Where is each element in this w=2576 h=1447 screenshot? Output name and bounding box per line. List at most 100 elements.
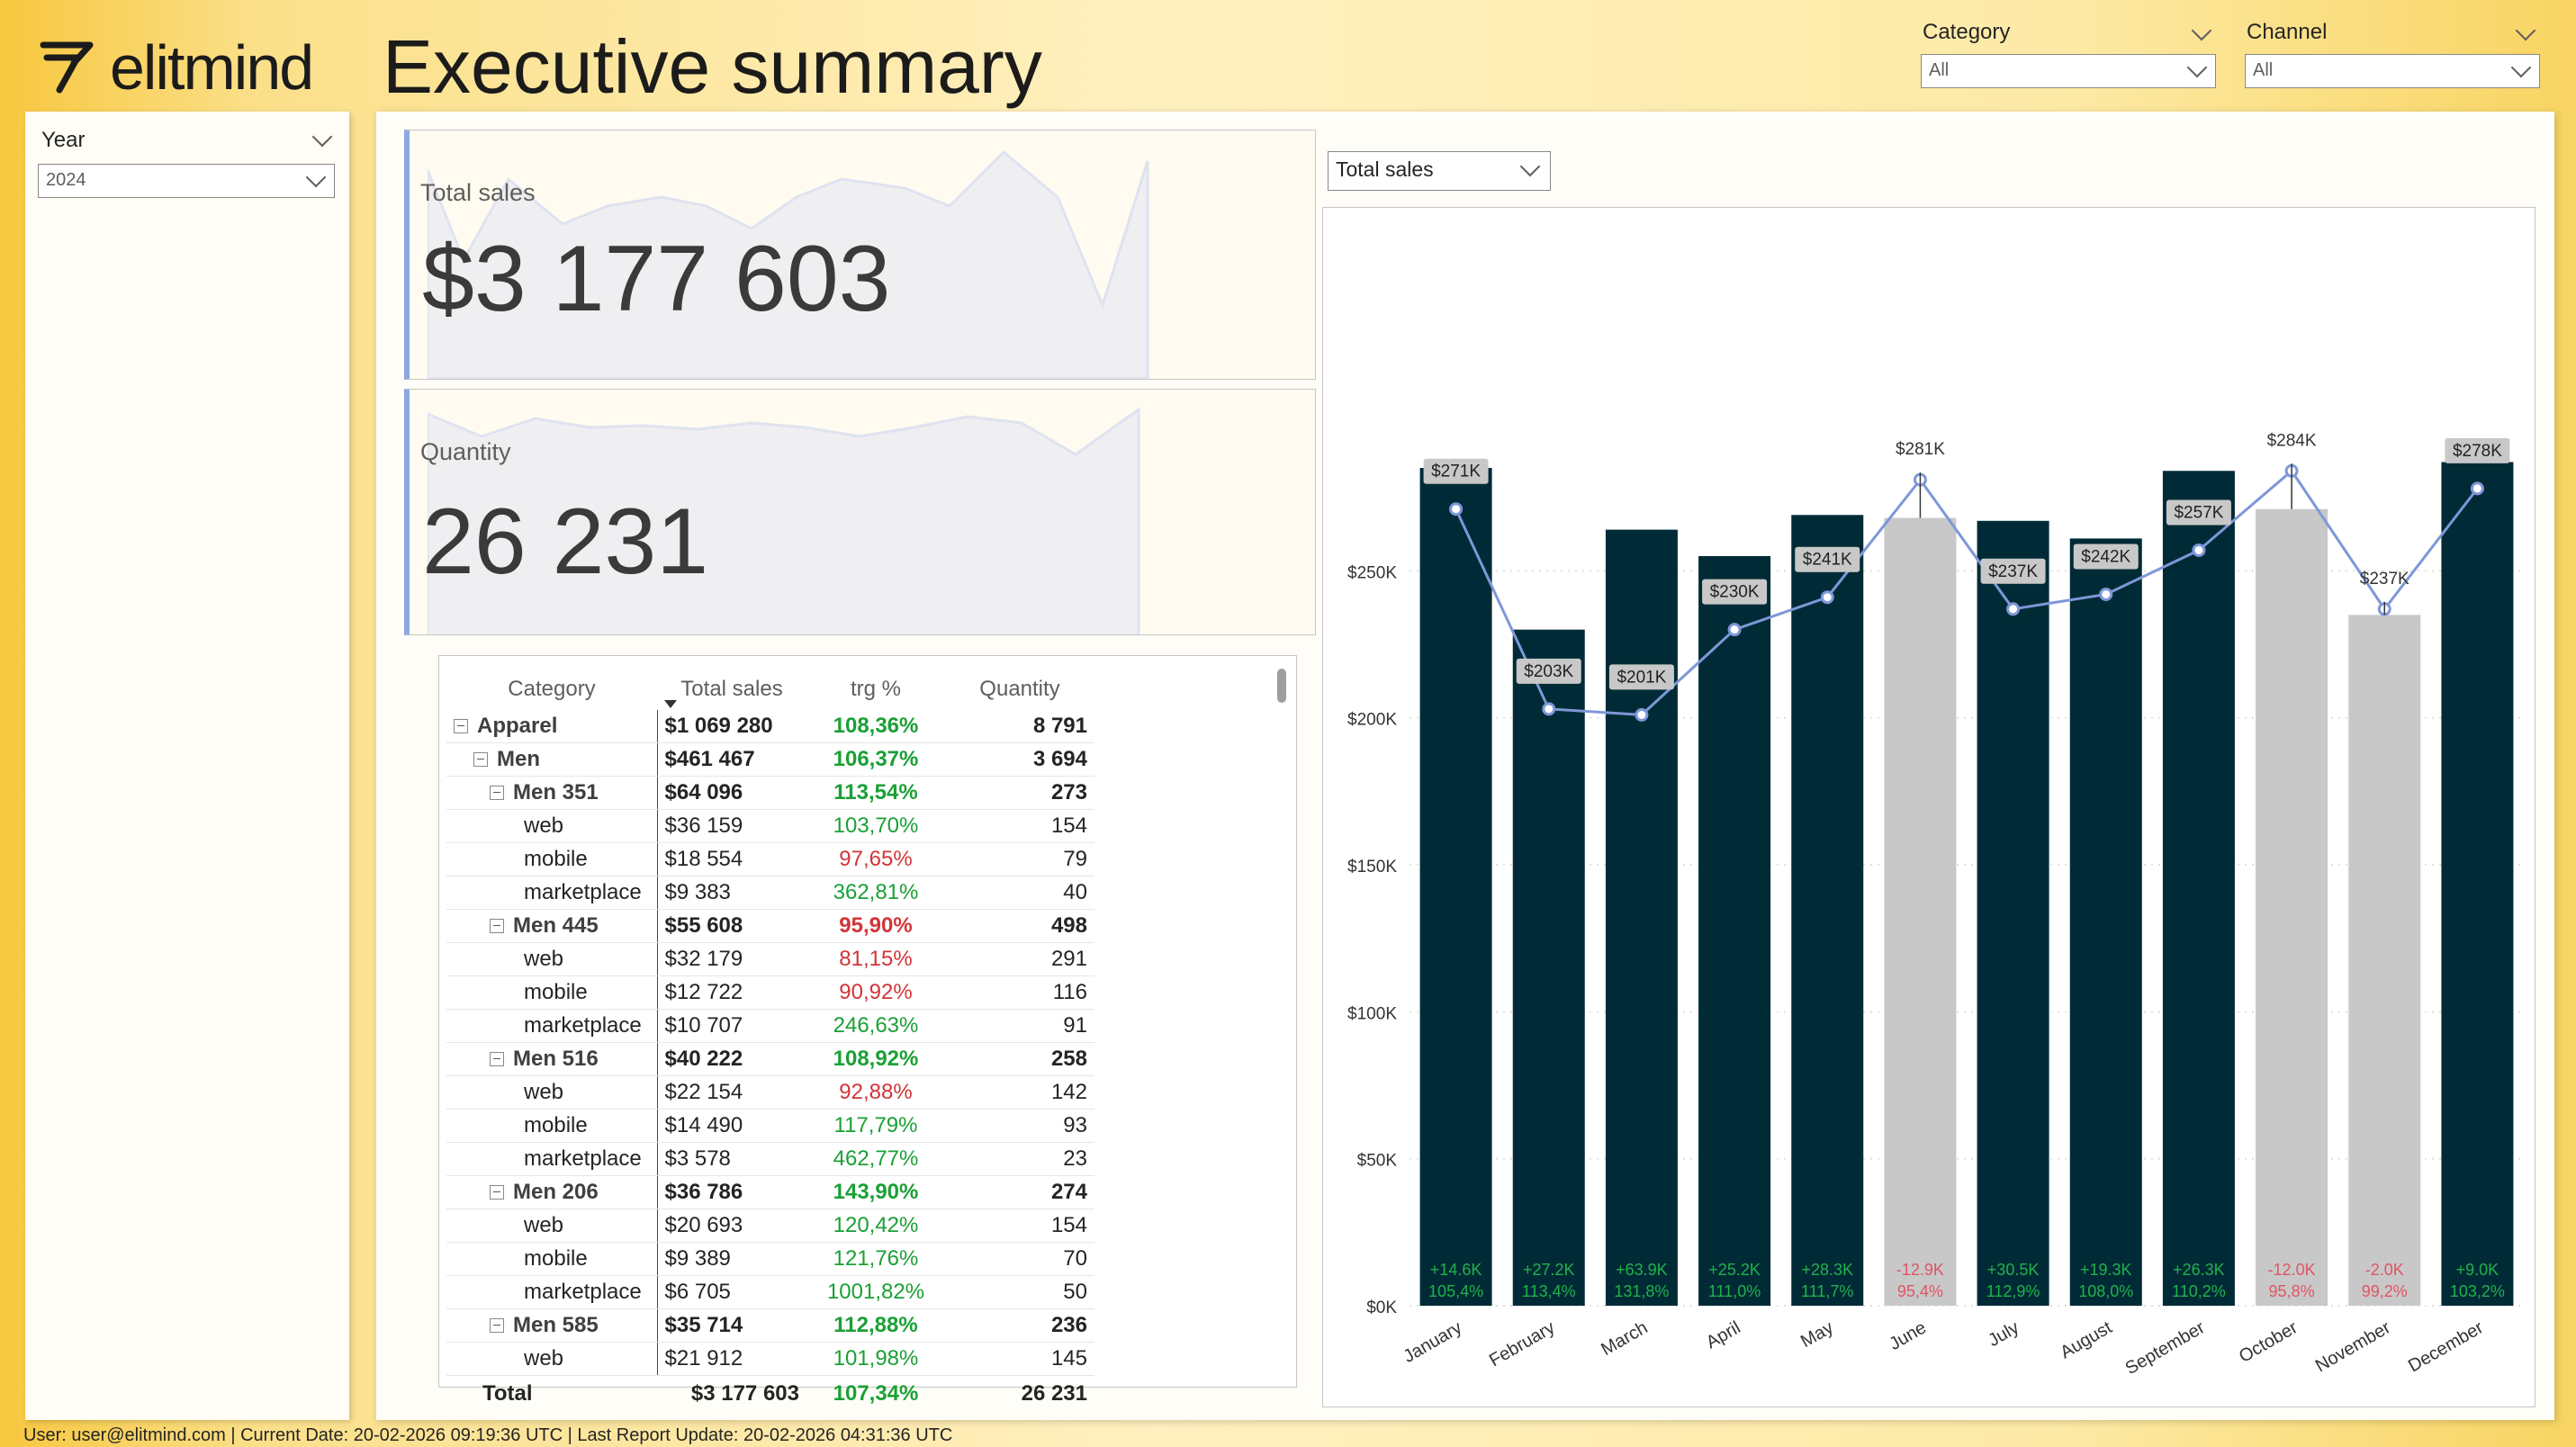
row-trg: 81,15% xyxy=(806,942,945,976)
quantity-card[interactable]: Quantity 26 231 xyxy=(404,389,1316,635)
row-category[interactable]: Men 351 xyxy=(446,776,657,810)
line-value-label: $201K xyxy=(1617,668,1666,687)
percent-label: 110,2% xyxy=(2172,1282,2226,1300)
variance-label: -12.0K xyxy=(2268,1261,2316,1279)
table-row[interactable]: mobile $18 554 97,65% 79 xyxy=(446,842,1094,876)
matrix-scrollbar[interactable] xyxy=(1277,669,1286,703)
row-total-sales: $9 383 xyxy=(656,876,806,910)
percent-label: 105,4% xyxy=(1428,1282,1483,1300)
chevron-down-icon[interactable] xyxy=(2191,20,2212,41)
chart-svg: $0K $50K $100K $150K $200K $250K +14.6K 105,4% J… xyxy=(1347,431,2524,1379)
table-row[interactable]: web $32 179 81,15% 291 xyxy=(446,942,1094,976)
collapse-icon[interactable] xyxy=(473,752,488,767)
row-trg: 106,37% xyxy=(806,742,945,777)
x-tick-label: November xyxy=(2312,1317,2394,1376)
line-label-bg xyxy=(1702,579,1768,605)
variance-label: +28.3K xyxy=(1801,1261,1853,1279)
monthly-sales-chart[interactable]: $0K $50K $100K $150K $200K $250K +14.6K 105,4% J… xyxy=(1322,207,2535,1407)
row-total-sales: $40 222 xyxy=(656,1042,806,1076)
table-row[interactable]: marketplace $9 383 362,81% 40 xyxy=(446,876,1094,910)
row-category: marketplace xyxy=(446,1275,657,1309)
collapse-icon[interactable] xyxy=(490,1185,504,1200)
column-header-total-sales[interactable]: Total sales xyxy=(657,669,806,710)
column-header-quantity[interactable]: Quantity xyxy=(979,677,1060,701)
row-category-label: Men 516 xyxy=(513,1047,599,1071)
table-row[interactable]: web $36 159 103,70% 154 xyxy=(446,809,1094,843)
collapse-icon[interactable] xyxy=(490,919,504,933)
chevron-down-icon[interactable] xyxy=(2515,20,2536,41)
column-header-trg[interactable]: trg % xyxy=(850,677,901,701)
row-total-sales: $12 722 xyxy=(656,975,806,1010)
row-trg: 362,81% xyxy=(806,876,945,910)
collapse-icon[interactable] xyxy=(490,1318,504,1333)
chevron-down-icon[interactable] xyxy=(311,126,333,148)
row-total-sales: $9 389 xyxy=(656,1242,806,1276)
y-tick-label: $250K xyxy=(1347,563,1397,582)
bar xyxy=(2348,615,2421,1306)
table-row[interactable]: Men 585 $35 714 112,88% 236 xyxy=(446,1308,1094,1343)
row-trg: 246,63% xyxy=(806,1009,945,1043)
variance-label: +14.6K xyxy=(1430,1261,1482,1279)
table-row[interactable]: Men 516 $40 222 108,92% 258 xyxy=(446,1042,1094,1076)
y-tick-label: $150K xyxy=(1347,858,1397,876)
row-category-label: web xyxy=(524,1080,564,1104)
table-row[interactable]: marketplace $3 578 462,77% 23 xyxy=(446,1142,1094,1176)
category-slicer[interactable]: Category All xyxy=(1921,13,2218,94)
table-row[interactable]: Apparel $1 069 280 108,36% 8 791 xyxy=(446,710,1094,743)
table-row[interactable]: Men 206 $36 786 143,90% 274 xyxy=(446,1175,1094,1209)
total-sales-card[interactable]: Total sales $3 177 603 xyxy=(404,130,1316,380)
total-label: Total xyxy=(482,1381,533,1406)
table-row[interactable]: web $21 912 101,98% 145 xyxy=(446,1342,1094,1376)
variance-label: -2.0K xyxy=(2365,1261,2404,1279)
row-quantity: 91 xyxy=(945,1009,1094,1043)
table-row[interactable]: marketplace $6 705 1001,82% 50 xyxy=(446,1275,1094,1309)
table-row[interactable]: mobile $12 722 90,92% 116 xyxy=(446,975,1094,1010)
logo-text: elitmind xyxy=(110,32,314,103)
chevron-down-icon xyxy=(305,166,327,188)
total-trg: 107,34% xyxy=(833,1381,919,1406)
channel-slicer[interactable]: Channel All xyxy=(2245,13,2542,94)
bar xyxy=(2441,462,2514,1306)
row-quantity: 274 xyxy=(945,1175,1094,1209)
row-category[interactable]: Men xyxy=(446,742,657,777)
category-dropdown[interactable]: All xyxy=(1921,54,2216,88)
measure-selector-value: Total sales xyxy=(1336,157,1434,181)
sort-descending-icon xyxy=(664,700,677,708)
row-category[interactable]: Apparel xyxy=(446,710,657,743)
collapse-icon[interactable] xyxy=(490,786,504,800)
measure-selector-dropdown[interactable]: Total sales xyxy=(1328,151,1551,191)
table-row[interactable]: web $22 154 92,88% 142 xyxy=(446,1075,1094,1110)
table-row[interactable]: mobile $9 389 121,76% 70 xyxy=(446,1242,1094,1276)
y-tick-label: $100K xyxy=(1347,1004,1397,1023)
row-category[interactable]: Men 516 xyxy=(446,1042,657,1076)
row-trg: 121,76% xyxy=(806,1242,945,1276)
row-category: web xyxy=(446,809,657,843)
column-header-category[interactable]: Category xyxy=(508,677,596,701)
row-total-sales: $3 578 xyxy=(656,1142,806,1176)
table-row[interactable]: mobile $14 490 117,79% 93 xyxy=(446,1109,1094,1143)
x-tick-label: March xyxy=(1598,1317,1651,1360)
channel-dropdown-value: All xyxy=(2253,60,2274,80)
table-row[interactable]: marketplace $10 707 246,63% 91 xyxy=(446,1009,1094,1043)
row-category[interactable]: Men 206 xyxy=(446,1175,657,1209)
collapse-icon[interactable] xyxy=(490,1052,504,1066)
row-category-label: web xyxy=(524,1346,564,1371)
bar xyxy=(1698,556,1771,1306)
channel-dropdown[interactable]: All xyxy=(2245,54,2540,88)
filter-panel: Year 2024 xyxy=(25,112,349,1420)
bar xyxy=(1512,629,1585,1306)
logo: elitmind xyxy=(38,27,314,108)
row-trg: 108,92% xyxy=(806,1042,945,1076)
table-row[interactable]: Men 351 $64 096 113,54% 273 xyxy=(446,776,1094,810)
sales-matrix[interactable]: Category Total sales trg % Quantity Appa… xyxy=(438,655,1297,1406)
x-tick-label: September xyxy=(2122,1317,2209,1379)
table-row[interactable]: Men 445 $55 608 95,90% 498 xyxy=(446,909,1094,943)
row-category-label: Men 445 xyxy=(513,913,599,938)
row-category[interactable]: Men 585 xyxy=(446,1308,657,1343)
table-row[interactable]: web $20 693 120,42% 154 xyxy=(446,1209,1094,1243)
row-category[interactable]: Men 445 xyxy=(446,909,657,943)
year-dropdown[interactable]: 2024 xyxy=(38,164,335,198)
table-row[interactable]: Men $461 467 106,37% 3 694 xyxy=(446,742,1094,777)
y-tick-label: $0K xyxy=(1366,1299,1397,1317)
collapse-icon[interactable] xyxy=(454,719,468,733)
